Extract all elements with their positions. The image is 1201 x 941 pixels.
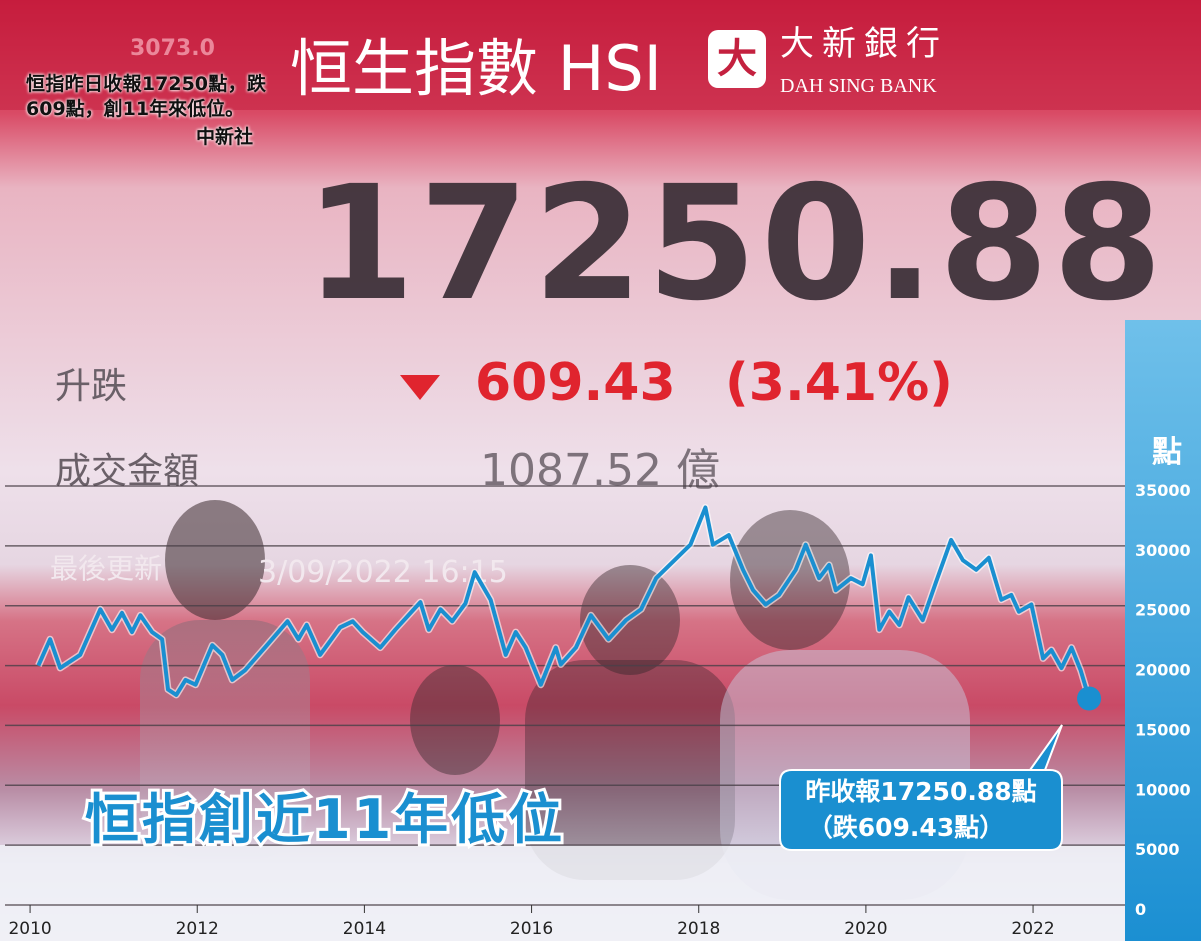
y-tick-label: 35000 xyxy=(1135,481,1191,500)
y-tick-label: 30000 xyxy=(1135,541,1191,560)
photo-text: 升跌 xyxy=(55,366,127,407)
photo-text: 恒生指數 HSI xyxy=(290,32,662,105)
caption: 恒指昨日收報17250點，跌609點，創11年來低位。 xyxy=(26,72,266,122)
photo-figure xyxy=(410,665,500,775)
photo-text: 最後更新 xyxy=(50,552,162,585)
x-tick-label: 2022 xyxy=(1011,919,1054,939)
y-tick-label: 5000 xyxy=(1135,840,1180,859)
photo-text: 609.43 xyxy=(475,353,676,413)
photo-text: 3073.0 xyxy=(130,36,215,61)
chart-title: 恒指創近11年低位 xyxy=(85,788,565,851)
x-tick-label: 2016 xyxy=(510,919,553,939)
page: 3073.0 恒生指數 HSI 大 大新銀行 DAH SING BANK 172… xyxy=(0,0,1201,941)
photo-text: 17250.88 xyxy=(305,152,1167,336)
bank-logo-mark: 大 xyxy=(717,36,757,82)
y-tick-label: 0 xyxy=(1135,900,1146,919)
y-tick-label: 10000 xyxy=(1135,780,1191,799)
x-tick-label: 2018 xyxy=(677,919,720,939)
photo-text: 大新銀行 xyxy=(780,24,948,64)
photo-text: 1087.52 億 xyxy=(480,445,720,496)
y-tick-label: 25000 xyxy=(1135,601,1191,620)
y-tick-label: 20000 xyxy=(1135,661,1191,680)
x-tick-label: 2012 xyxy=(176,919,219,939)
x-tick-label: 2020 xyxy=(844,919,887,939)
caption-credit: 中新社 xyxy=(196,122,253,149)
end-point xyxy=(1077,686,1101,710)
x-tick-label: 2010 xyxy=(8,919,51,939)
photo-figure xyxy=(165,500,265,620)
callout-text: 昨收報17250.88點 xyxy=(805,777,1036,806)
y-unit: 點 xyxy=(1152,436,1182,469)
photo-text: (3.41%) xyxy=(725,353,953,413)
chart: 3073.0 恒生指數 HSI 大 大新銀行 DAH SING BANK 172… xyxy=(0,0,1201,941)
callout-text: （跌609.43點） xyxy=(808,813,1004,842)
y-tick-label: 15000 xyxy=(1135,720,1191,739)
photo-text: DAH SING BANK xyxy=(780,75,937,97)
x-axis-band xyxy=(0,845,1125,941)
x-tick-label: 2014 xyxy=(343,919,386,939)
